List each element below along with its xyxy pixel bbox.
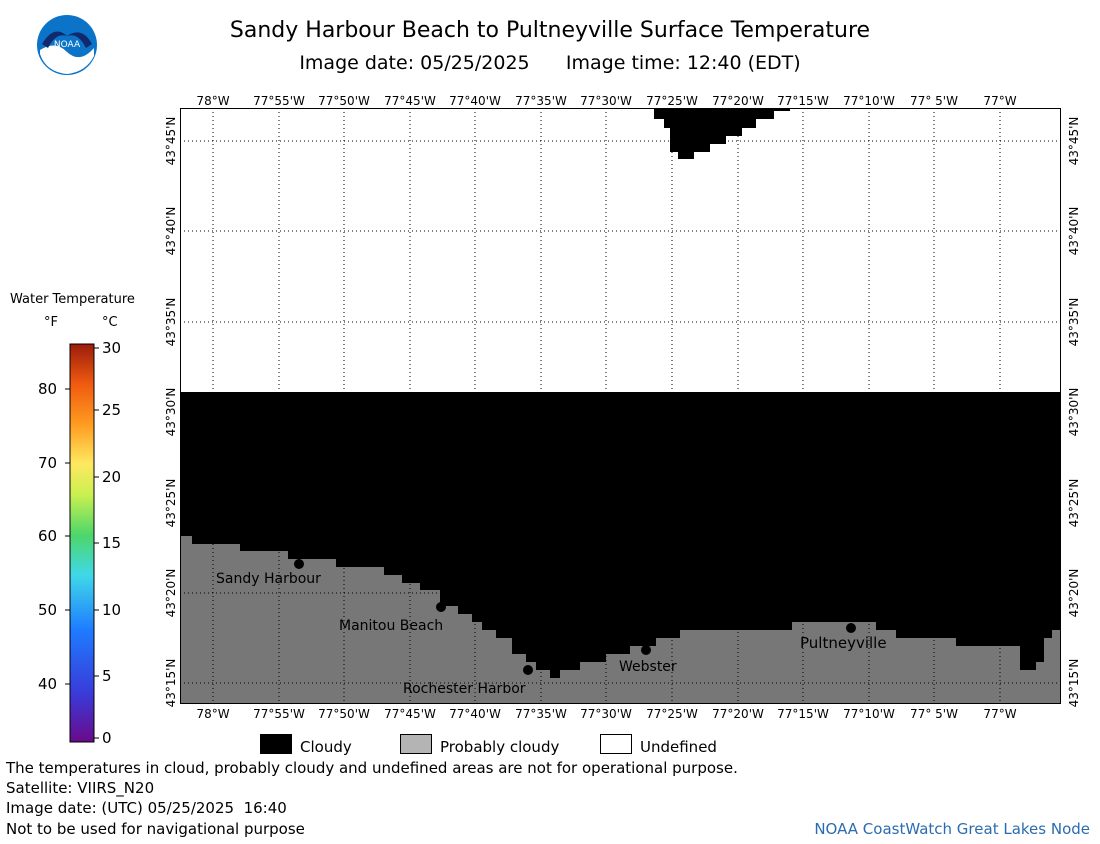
utc-date-text: Image date: (UTC) 05/25/2025 16:40 bbox=[6, 799, 287, 817]
lon-label: 77°40'W bbox=[449, 94, 501, 108]
lon-label: 77°20'W bbox=[712, 94, 764, 108]
cloud-patch-top bbox=[654, 108, 790, 159]
lon-label: 77°45'W bbox=[384, 707, 436, 721]
map-frame bbox=[180, 108, 1061, 704]
lon-label: 77° 5'W bbox=[910, 707, 958, 721]
lon-label: 78°W bbox=[196, 94, 230, 108]
image-time: Image time: 12:40 (EDT) bbox=[565, 52, 801, 74]
place-marker-webster bbox=[641, 645, 651, 655]
logo-text: NOAA bbox=[54, 40, 81, 50]
lat-label: 43°15'N bbox=[164, 658, 178, 708]
colorbar bbox=[65, 343, 99, 743]
lat-label: 43°45'N bbox=[164, 116, 178, 166]
place-marker-pultneyville bbox=[846, 623, 856, 633]
legend-label-undefined: Undefined bbox=[640, 738, 717, 756]
lat-label: 43°30'N bbox=[1067, 387, 1081, 437]
place-marker-sandy-harbour bbox=[294, 559, 304, 569]
legend-label-probably-cloudy: Probably cloudy bbox=[440, 738, 560, 756]
credit-text: NOAA CoastWatch Great Lakes Node bbox=[814, 820, 1090, 838]
place-label-rochester-harbor: Rochester Harbor bbox=[403, 681, 526, 697]
map-canvas: Sandy Harbour Manitou Beach Rochester Ha… bbox=[180, 108, 1061, 704]
lon-label: 77°35'W bbox=[515, 94, 567, 108]
graticule bbox=[180, 108, 1061, 704]
lat-label: 43°40'N bbox=[164, 206, 178, 256]
colorbar-tick-c: 15 bbox=[102, 534, 122, 552]
navigation-warning: Not to be used for navigational purpose bbox=[6, 820, 305, 838]
lon-label: 77°45'W bbox=[384, 94, 436, 108]
lat-label: 43°15'N bbox=[1067, 658, 1081, 708]
lon-label: 77°40'W bbox=[449, 707, 501, 721]
map-subtitle: Image date: 05/25/2025 Image time: 12:40… bbox=[0, 52, 1100, 74]
lon-label: 77°55'W bbox=[253, 707, 305, 721]
colorbar-tick-c: 0 bbox=[102, 729, 112, 747]
lon-label: 77°10'W bbox=[843, 707, 895, 721]
lon-label: 77° 5'W bbox=[910, 94, 958, 108]
lon-label: 77°W bbox=[983, 707, 1017, 721]
lon-label: 77°10'W bbox=[843, 94, 895, 108]
map-title: Sandy Harbour Beach to Pultneyville Surf… bbox=[229, 18, 871, 43]
colorbar-tick-f: 50 bbox=[38, 601, 58, 619]
lon-label: 77°50'W bbox=[318, 707, 370, 721]
lon-label: 77°W bbox=[983, 94, 1017, 108]
lat-label: 43°35'N bbox=[1067, 297, 1081, 347]
colorbar-tick-c: 30 bbox=[102, 339, 122, 357]
colorbar-tick-f: 60 bbox=[38, 527, 58, 545]
probably-cloudy-area bbox=[180, 536, 1061, 704]
lat-label: 43°25'N bbox=[1067, 478, 1081, 528]
image-date: Image date: 05/25/2025 bbox=[299, 52, 530, 74]
lon-label: 77°25'W bbox=[646, 94, 698, 108]
colorbar-tick-c: 10 bbox=[102, 601, 122, 619]
lon-label: 77°25'W bbox=[646, 707, 698, 721]
colorbar-tick-c: 5 bbox=[102, 667, 112, 685]
colorbar-tick-c: 25 bbox=[102, 401, 122, 419]
lat-label: 43°20'N bbox=[1067, 568, 1081, 618]
place-label-sandy-harbour: Sandy Harbour bbox=[216, 571, 321, 587]
place-label-webster: Webster bbox=[619, 659, 677, 675]
lon-label: 77°30'W bbox=[580, 707, 632, 721]
colorbar-tick-f: 80 bbox=[38, 380, 58, 398]
colorbar-tick-c: 20 bbox=[102, 468, 122, 486]
colorbar-unit-f: °F bbox=[44, 315, 58, 330]
lon-label: 77°15'W bbox=[777, 94, 829, 108]
legend-swatch-probably-cloudy bbox=[400, 734, 432, 754]
lat-label: 43°25'N bbox=[164, 478, 178, 528]
legend-swatch-undefined bbox=[600, 734, 632, 754]
satellite-text: Satellite: VIIRS_N20 bbox=[6, 779, 155, 797]
disclaimer-text: The temperatures in cloud, probably clou… bbox=[6, 759, 738, 777]
colorbar-title: Water Temperature bbox=[10, 292, 135, 307]
lat-label: 43°40'N bbox=[1067, 206, 1081, 256]
lat-label: 43°35'N bbox=[164, 297, 178, 347]
lon-label: 77°55'W bbox=[253, 94, 305, 108]
lat-label: 43°30'N bbox=[164, 387, 178, 437]
colorbar-tick-f: 70 bbox=[38, 454, 58, 472]
colorbar-unit-c: °C bbox=[102, 315, 118, 330]
colorbar-gradient bbox=[69, 343, 95, 743]
place-label-manitou-beach: Manitou Beach bbox=[339, 618, 443, 634]
noaa-logo-icon: NOAA bbox=[37, 15, 97, 75]
colorbar-tick-f: 40 bbox=[38, 675, 58, 693]
lon-label: 77°35'W bbox=[515, 707, 567, 721]
lon-label: 78°W bbox=[196, 707, 230, 721]
lat-label: 43°45'N bbox=[1067, 116, 1081, 166]
lon-label: 77°20'W bbox=[712, 707, 764, 721]
place-label-pultneyville: Pultneyville bbox=[800, 634, 887, 652]
lat-label: 43°20'N bbox=[164, 568, 178, 618]
place-marker-manitou-beach bbox=[436, 602, 446, 612]
lon-label: 77°50'W bbox=[318, 94, 370, 108]
legend-label-cloudy: Cloudy bbox=[300, 738, 352, 756]
place-marker-rochester-harbor bbox=[523, 665, 533, 675]
lon-label: 77°30'W bbox=[580, 94, 632, 108]
lon-label: 77°15'W bbox=[777, 707, 829, 721]
legend-swatch-cloudy bbox=[260, 734, 292, 754]
